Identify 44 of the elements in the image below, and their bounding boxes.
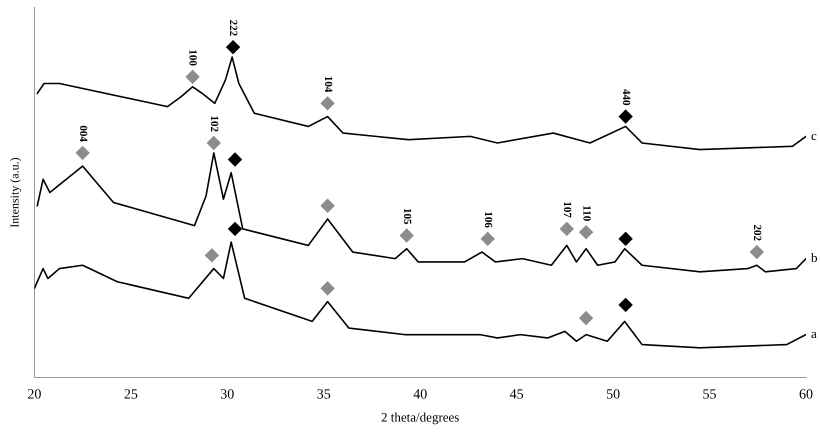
point bbox=[750, 245, 764, 260]
x-axis-title: 2 theta/degrees bbox=[381, 410, 460, 425]
point bbox=[186, 70, 200, 84]
annotation: 104 bbox=[322, 76, 334, 93]
annotation: 202 bbox=[750, 224, 763, 242]
point bbox=[320, 281, 335, 296]
x-tick-label: 55 bbox=[702, 388, 717, 403]
series-label: a bbox=[811, 326, 817, 342]
point bbox=[206, 136, 221, 150]
annotation: 110 bbox=[580, 205, 592, 222]
point bbox=[400, 228, 414, 243]
y-axis-title: Intensity (a.u.) bbox=[7, 157, 22, 228]
point bbox=[226, 40, 240, 54]
point bbox=[320, 198, 335, 213]
annotation: 100 bbox=[186, 49, 199, 66]
x-tick-label: 20 bbox=[27, 388, 42, 403]
x-tick-label: 45 bbox=[510, 388, 524, 403]
point bbox=[228, 152, 242, 167]
point bbox=[618, 232, 633, 246]
series-label: b bbox=[811, 250, 818, 266]
annotation: 102 bbox=[208, 115, 220, 132]
x-tick-label: 50 bbox=[606, 388, 620, 403]
annotation: 004 bbox=[76, 125, 89, 142]
annotation: 106 bbox=[482, 211, 494, 228]
point bbox=[480, 232, 495, 246]
x-tick-label: 40 bbox=[413, 388, 428, 403]
series-label: c bbox=[811, 128, 817, 143]
point bbox=[579, 311, 594, 326]
point bbox=[320, 96, 335, 110]
annotation: 222 bbox=[227, 20, 240, 37]
point bbox=[579, 225, 594, 240]
annotation: 440 bbox=[620, 89, 632, 106]
point bbox=[76, 146, 90, 160]
point bbox=[618, 298, 633, 312]
x-tick-label: 25 bbox=[124, 388, 138, 403]
annotation: 105 bbox=[400, 208, 413, 226]
x-tick-label: 60 bbox=[799, 388, 813, 403]
point bbox=[618, 110, 633, 124]
x-tick-label: 30 bbox=[220, 388, 234, 403]
point bbox=[204, 248, 219, 262]
x-tick-label: 35 bbox=[316, 388, 331, 403]
point bbox=[228, 222, 242, 236]
annotation: 107 bbox=[560, 201, 573, 218]
point bbox=[560, 222, 574, 236]
